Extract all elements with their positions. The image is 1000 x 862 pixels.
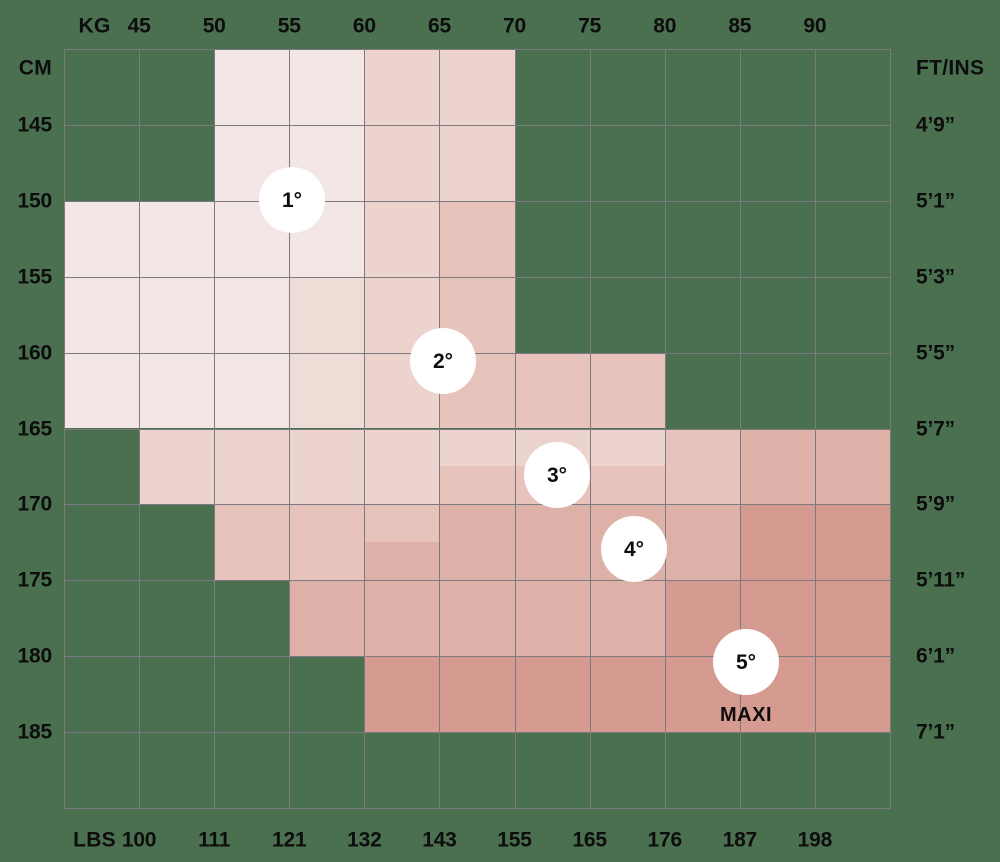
heatmap-cell <box>664 428 740 505</box>
heatmap-cell <box>214 504 365 581</box>
axis-tick-lbs-165: 165 <box>572 828 607 852</box>
axis-tick-lbs-121: 121 <box>272 828 307 852</box>
heatmap-cell <box>364 200 440 277</box>
axis-tick-ftins-2: 5’3” <box>916 265 955 289</box>
axis-tick-ftins-4: 5’7” <box>916 417 955 440</box>
grid-line-vertical <box>890 49 891 808</box>
fit-marker-2[interactable]: 2° <box>410 328 476 394</box>
grid-line-vertical <box>64 49 65 808</box>
axis-tick-cm-150: 150 <box>17 189 53 213</box>
grid-line-horizontal <box>64 808 890 809</box>
axis-tick-kg-85: 85 <box>728 14 752 38</box>
axis-tick-lbs-176: 176 <box>647 828 682 852</box>
axis-tick-ftins-1: 5’1” <box>916 189 955 213</box>
axis-tick-lbs-132: 132 <box>347 828 382 852</box>
heatmap-cell <box>514 352 665 429</box>
axis-tick-kg-90: 90 <box>803 14 827 38</box>
heatmap-cell <box>289 352 365 429</box>
heatmap-cell <box>439 466 515 505</box>
fit-marker-5[interactable]: 5° <box>713 629 779 695</box>
axis-tick-lbs-143: 143 <box>422 828 457 852</box>
axis-tick-ftins-8: 7’1” <box>916 720 955 744</box>
heatmap-cell <box>364 656 890 733</box>
fit-marker-caption-5: MAXI <box>720 704 772 726</box>
axis-tick-ftins-0: 4’9” <box>916 113 955 137</box>
axis-unit-kg: KG <box>78 14 111 38</box>
axis-tick-cm-170: 170 <box>17 492 53 516</box>
fit-marker-3[interactable]: 3° <box>524 442 590 508</box>
axis-tick-kg-80: 80 <box>653 14 677 38</box>
heatmap-cell <box>739 504 890 581</box>
axis-tick-cm-180: 180 <box>17 644 53 668</box>
axis-tick-kg-75: 75 <box>578 14 602 38</box>
grid-line-horizontal <box>64 732 890 733</box>
heatmap-plot-area <box>64 49 891 809</box>
heatmap-cell <box>289 276 365 353</box>
axis-tick-cm-145: 145 <box>17 113 53 137</box>
axis-unit-cm: CM <box>18 56 52 80</box>
heatmap-cell <box>289 580 665 657</box>
axis-tick-lbs-111: 111 <box>198 828 231 852</box>
heatmap-cell <box>64 276 290 353</box>
axis-tick-kg-45: 45 <box>127 14 151 38</box>
axis-tick-lbs-198: 198 <box>797 828 833 852</box>
fit-marker-4[interactable]: 4° <box>601 516 667 582</box>
axis-tick-cm-175: 175 <box>17 568 53 592</box>
heatmap-cell <box>214 49 365 125</box>
axis-tick-lbs-100: 100 <box>121 828 157 852</box>
heatmap-cell <box>364 124 515 201</box>
axis-tick-kg-65: 65 <box>427 14 451 38</box>
heatmap-cell <box>364 49 515 125</box>
heatmap-cell <box>439 504 740 581</box>
axis-unit-lbs: LBS <box>73 828 116 852</box>
heatmap-cell <box>139 428 440 505</box>
axis-unit-ftins: FT/INS <box>916 56 985 80</box>
heatmap-cell <box>739 428 890 505</box>
heatmap-cell <box>364 504 440 543</box>
axis-tick-kg-55: 55 <box>277 14 301 38</box>
axis-tick-kg-50: 50 <box>202 14 226 38</box>
heatmap-cell <box>439 428 515 467</box>
axis-tick-lbs-155: 155 <box>497 828 532 852</box>
axis-tick-cm-165: 165 <box>17 417 53 440</box>
fit-marker-1[interactable]: 1° <box>259 167 325 233</box>
axis-tick-lbs-187: 187 <box>722 828 758 852</box>
axis-tick-ftins-6: 5’11” <box>916 568 966 592</box>
axis-tick-ftins-5: 5’9” <box>916 492 955 516</box>
axis-tick-cm-155: 155 <box>17 265 53 289</box>
axis-tick-ftins-7: 6’1” <box>916 644 955 668</box>
axis-tick-kg-60: 60 <box>352 14 376 38</box>
axis-tick-cm-185: 185 <box>17 720 53 744</box>
heatmap-cell <box>364 542 440 581</box>
axis-tick-kg-70: 70 <box>503 14 527 38</box>
heatmap-cell <box>64 352 290 429</box>
heatmap-cell <box>439 200 515 277</box>
axis-tick-cm-160: 160 <box>17 341 53 365</box>
axis-tick-ftins-3: 5’5” <box>916 341 955 365</box>
